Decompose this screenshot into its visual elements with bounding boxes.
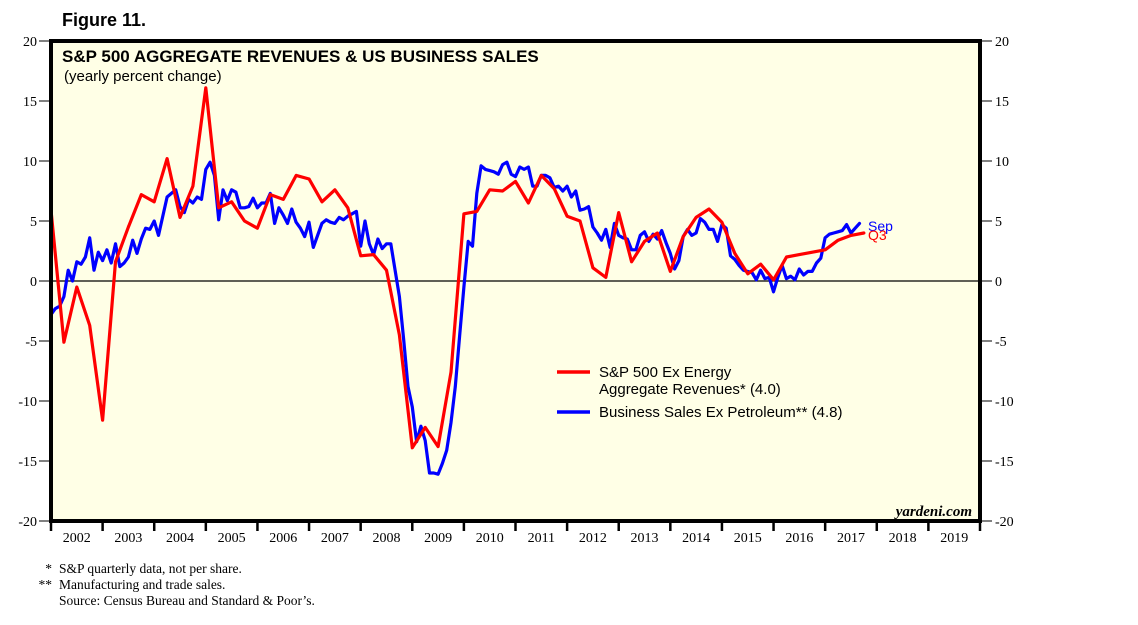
x-tick-label: 2012 bbox=[579, 531, 607, 546]
y-tick-label-right: 10 bbox=[995, 155, 1009, 170]
legend-label-revenues-line1: S&P 500 Ex Energy bbox=[599, 364, 732, 381]
footnote: ** Manufacturing and trade sales. bbox=[38, 577, 226, 592]
y-tick-label-left: 10 bbox=[23, 155, 37, 170]
series-layer bbox=[49, 86, 866, 476]
y-tick-label-right: -20 bbox=[995, 515, 1014, 530]
footnote-source: Source: Census Bureau and Standard & Poo… bbox=[59, 593, 315, 608]
series-line-revenues bbox=[49, 86, 866, 450]
x-tick-label: 2003 bbox=[114, 531, 142, 546]
x-tick-label: 2002 bbox=[63, 531, 91, 546]
y-tick-label-left: -15 bbox=[18, 455, 37, 470]
y-axis-left: 20 15 10 5 0 -5 -10 -15 -20 bbox=[18, 35, 51, 530]
legend-label-revenues-line2: Aggregate Revenues* (4.0) bbox=[599, 381, 781, 398]
x-tick-label: 2015 bbox=[734, 531, 762, 546]
x-tick-label: 2007 bbox=[321, 531, 349, 546]
x-tick-label: 2017 bbox=[837, 531, 865, 546]
x-tick-label: 2010 bbox=[476, 531, 504, 546]
x-tick-label: 2004 bbox=[166, 531, 194, 546]
y-tick-label-left: -20 bbox=[18, 515, 37, 530]
y-tick-label-right: 15 bbox=[995, 95, 1009, 110]
x-tick-label: 2005 bbox=[218, 531, 246, 546]
end-label-revenues: Q3 bbox=[868, 227, 887, 243]
y-tick-label-left: -10 bbox=[18, 395, 37, 410]
watermark: yardeni.com bbox=[894, 504, 972, 520]
y-tick-label-left: 0 bbox=[30, 275, 37, 290]
x-tick-label: 2009 bbox=[424, 531, 452, 546]
x-tick-label: 2019 bbox=[940, 531, 968, 546]
x-tick-label: 2016 bbox=[785, 531, 813, 546]
end-label-sales: Sep bbox=[868, 218, 893, 234]
y-tick-label-right: 20 bbox=[995, 35, 1009, 50]
y-tick-label-right: 0 bbox=[995, 275, 1002, 290]
y-tick-label-left: -5 bbox=[25, 335, 37, 350]
chart-subtitle: (yearly percent change) bbox=[64, 68, 222, 85]
y-tick-label-left: 5 bbox=[30, 215, 37, 230]
x-tick-label: 2014 bbox=[682, 531, 710, 546]
chart-title: S&P 500 AGGREGATE REVENUES & US BUSINESS… bbox=[62, 47, 539, 66]
plot-frame bbox=[49, 39, 982, 523]
x-tick-label: 2011 bbox=[528, 531, 555, 546]
y-tick-label-left: 15 bbox=[23, 95, 37, 110]
legend: S&P 500 Ex Energy Aggregate Revenues* (4… bbox=[557, 364, 842, 421]
x-axis: 2002 2003 2004 2005 2006 2007 2008 2009 2010 2011… bbox=[49, 521, 982, 546]
x-tick-label: 2006 bbox=[269, 531, 297, 546]
legend-label-sales: Business Sales Ex Petroleum** (4.8) bbox=[599, 404, 842, 421]
y-tick-label-left: 20 bbox=[23, 35, 37, 50]
figure-label: Figure 11. bbox=[62, 10, 147, 30]
y-tick-label-right: -5 bbox=[995, 335, 1007, 350]
y-axis-right: 20 15 10 5 0 -5 -10 -15 -20 bbox=[980, 35, 1014, 530]
x-tick-label: 2013 bbox=[631, 531, 659, 546]
footnote: * S&P quarterly data, not per share. bbox=[45, 561, 242, 576]
x-tick-label: 2008 bbox=[372, 531, 400, 546]
x-tick-label: 2018 bbox=[889, 531, 917, 546]
y-tick-label-right: 5 bbox=[995, 215, 1002, 230]
y-tick-label-right: -15 bbox=[995, 455, 1014, 470]
footnotes: * S&P quarterly data, not per share. ** Ma… bbox=[30, 561, 315, 609]
y-tick-label-right: -10 bbox=[995, 395, 1014, 410]
